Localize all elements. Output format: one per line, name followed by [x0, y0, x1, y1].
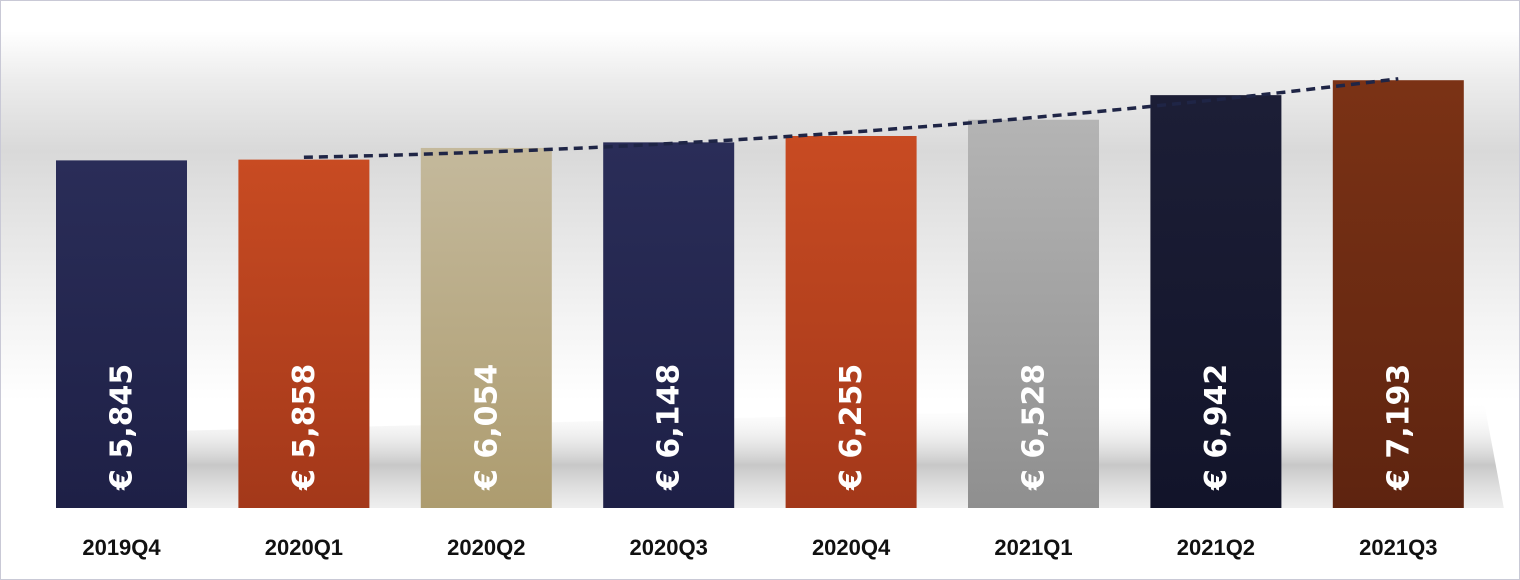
tick-label-2020Q2: 2020Q2 — [447, 535, 525, 560]
value-label-2020Q3: € 6,148 — [652, 364, 687, 491]
trendline — [303, 77, 1399, 160]
tick-label-2020Q3: 2020Q3 — [630, 535, 708, 560]
value-label-2020Q1: € 5,858 — [287, 364, 322, 491]
value-label-2021Q3: € 7,193 — [1381, 364, 1416, 491]
tick-label-2020Q1: 2020Q1 — [265, 535, 343, 560]
bar-2019Q4 — [56, 160, 187, 508]
tick-label-2021Q2: 2021Q2 — [1177, 535, 1255, 560]
x-axis-tick-labels: 2019Q4 2020Q1 2020Q2 2020Q3 2020Q4 2021Q1 2021… — [82, 535, 1437, 560]
tick-label-2021Q3: 2021Q3 — [1359, 535, 1437, 560]
bar-2020Q1 — [238, 159, 370, 509]
value-labels: € 5,845 € 5,858 € 6,054 € 6,148 € 6,255 € 6,5… — [105, 364, 1417, 491]
value-label-2020Q2: € 6,054 — [469, 364, 504, 491]
value-label-2021Q2: € 6,942 — [1199, 364, 1234, 491]
trendline-path — [303, 77, 1399, 160]
value-label-2019Q4: € 5,845 — [105, 364, 140, 491]
bar-2020Q3 — [603, 142, 735, 509]
value-label-2021Q1: € 6,528 — [1017, 364, 1052, 491]
bar-2020Q4 — [785, 135, 917, 508]
bar-2020Q2 — [420, 147, 552, 508]
bar-2021Q1 — [968, 119, 1099, 508]
bars — [56, 80, 1464, 509]
tick-label-2020Q4: 2020Q4 — [812, 535, 891, 560]
bar-2021Q2 — [1150, 95, 1282, 509]
value-label-2020Q4: € 6,255 — [834, 364, 869, 491]
tick-label-2019Q4: 2019Q4 — [82, 535, 161, 560]
tick-label-2021Q1: 2021Q1 — [994, 535, 1072, 560]
bar-2021Q3 — [1332, 80, 1464, 509]
